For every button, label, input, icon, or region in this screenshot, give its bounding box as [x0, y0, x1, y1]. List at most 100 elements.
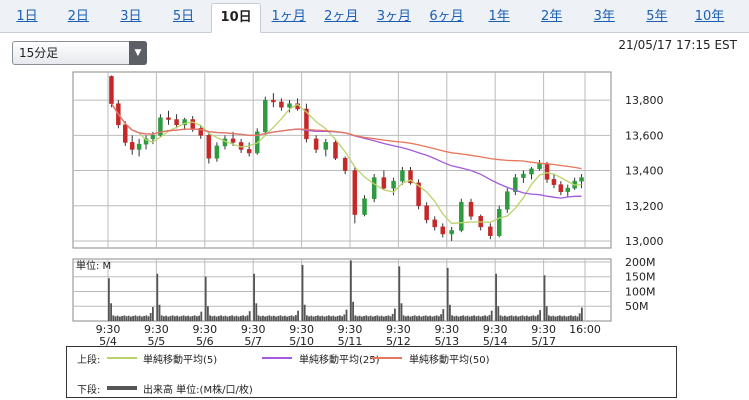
tab-period-13[interactable]: 10年 [694, 9, 725, 24]
tab-period-6[interactable]: 2ヶ月 [324, 9, 359, 24]
volume-bar-36 [189, 316, 192, 321]
volume-bar-63 [253, 273, 255, 321]
tab-period-5[interactable]: 1ヶ月 [271, 9, 306, 24]
volume-bar-191 [548, 315, 550, 321]
volume-bar-31 [178, 316, 181, 321]
candle-body-43 [468, 201, 474, 217]
tab-period-9[interactable]: 1年 [488, 9, 510, 24]
volume-bar-46 [213, 315, 216, 321]
volume-bar-196 [559, 315, 561, 321]
volume-bar-168 [495, 273, 497, 321]
candle-body-23 [287, 103, 292, 108]
tab-period-12[interactable]: 5年 [646, 9, 668, 24]
volume-bar-17 [145, 315, 148, 321]
volume-bar-28 [171, 315, 174, 321]
volume-bar-173 [506, 316, 508, 321]
candle-body-39 [432, 219, 437, 228]
volume-bar-98 [332, 315, 335, 321]
volume-bar-95 [325, 315, 328, 321]
volume-bar-12 [134, 315, 137, 321]
volume-bar-155 [464, 316, 467, 321]
volume-bar-174 [508, 315, 511, 321]
volume-bar-50 [222, 316, 225, 321]
sma-line-50 [110, 103, 582, 170]
candle-body-52 [544, 163, 550, 180]
volume-bar-45 [211, 316, 214, 321]
candle-body-13 [206, 135, 212, 159]
volume-bar-184 [530, 315, 533, 321]
candle-body-46 [496, 209, 502, 236]
volume-bar-67 [262, 315, 264, 321]
x-tick-time-0: 9:30 [96, 323, 121, 336]
tab-period-4[interactable]: 10日 [210, 3, 262, 33]
tab-period-7[interactable]: 3ヶ月 [376, 9, 412, 24]
volume-bar-153 [460, 315, 462, 321]
volume-bar-73 [275, 316, 277, 321]
volume-bar-6 [121, 315, 123, 321]
x-tick-date-3: 5/7 [244, 335, 262, 346]
tab-period-3[interactable]: 5日 [172, 9, 195, 24]
volume-bar-66 [259, 316, 262, 321]
volume-bar-189 [543, 275, 546, 321]
candle-body-18 [246, 149, 252, 154]
volume-bar-141 [431, 316, 434, 321]
x-tick-time-2: 9:30 [192, 323, 217, 336]
volume-bar-94 [323, 316, 326, 321]
volume-bar-119 [380, 315, 383, 321]
volume-bar-131 [409, 316, 412, 321]
volume-bar-51 [224, 315, 227, 321]
volume-bar-204 [576, 316, 579, 321]
volume-bar-91 [317, 315, 319, 321]
candle-body-41 [449, 230, 454, 235]
x-tick-date-2: 5/6 [196, 335, 214, 346]
volume-bar-137 [422, 315, 425, 321]
volume-bar-142 [433, 315, 436, 321]
candle-body-25 [304, 108, 309, 140]
volume-bar-9 [127, 315, 130, 321]
legend-item-volume: 出来高 単位:(M株/口/枚) [143, 385, 253, 396]
legend-lower-label: 下段: [77, 385, 101, 396]
volume-bar-82 [295, 315, 297, 321]
volume-bar-34 [185, 316, 187, 321]
volume-bar-81 [292, 316, 295, 321]
volume-bar-123 [389, 316, 392, 321]
volume-bar-157 [468, 316, 471, 321]
volume-bar-192 [550, 316, 552, 321]
volume-bar-69 [266, 315, 269, 321]
x-tick-time-5: 9:30 [338, 323, 363, 336]
volume-bar-163 [482, 315, 484, 321]
volume-bar-74 [277, 315, 280, 321]
volume-bar-88 [310, 315, 313, 321]
dropdown-arrow-icon: ▼ [129, 41, 147, 65]
volume-bar-56 [235, 315, 238, 321]
tab-period-10[interactable]: 2年 [541, 9, 563, 24]
tab-period-2[interactable]: 3日 [120, 9, 142, 24]
tab-period-11[interactable]: 3年 [593, 9, 615, 24]
legend-item-sma5: 単純移動平均(5) [143, 355, 218, 366]
volume-bar-24 [163, 316, 165, 321]
volume-bar-90 [314, 315, 317, 321]
period-tab-bar: 1日 2日 3日 5日 10日 1ヶ月 2ヶ月 3ヶ月 6ヶ月 1年 2年 3年 5年 10年 [0, 0, 749, 33]
volume-bar-3 [114, 316, 117, 321]
x-tick-time-4: 9:30 [289, 323, 314, 336]
volume-bar-8 [125, 316, 128, 321]
interval-select[interactable]: 15分足 ▼ [12, 41, 147, 65]
volume-bar-38 [193, 315, 196, 321]
volume-ytick-label-3: 200M [625, 256, 656, 269]
volume-ytick-label-0: 50M [625, 300, 649, 313]
candle-body-16 [230, 138, 236, 143]
volume-bar-125 [394, 308, 396, 321]
volume-bar-147 [446, 267, 449, 321]
x-tick-date-5: 5/11 [338, 335, 363, 346]
volume-bar-43 [207, 306, 209, 321]
tab-period-1[interactable]: 2日 [67, 9, 89, 24]
volume-bar-68 [264, 316, 266, 321]
volume-bar-199 [565, 316, 568, 321]
volume-bar-198 [563, 315, 566, 321]
volume-bar-167 [490, 310, 493, 321]
volume-bar-109 [358, 315, 361, 321]
candle-body-40 [440, 226, 446, 235]
tab-period-0[interactable]: 1日 [16, 9, 38, 24]
volume-bar-171 [501, 316, 504, 321]
tab-period-8[interactable]: 6ヶ月 [429, 9, 464, 24]
